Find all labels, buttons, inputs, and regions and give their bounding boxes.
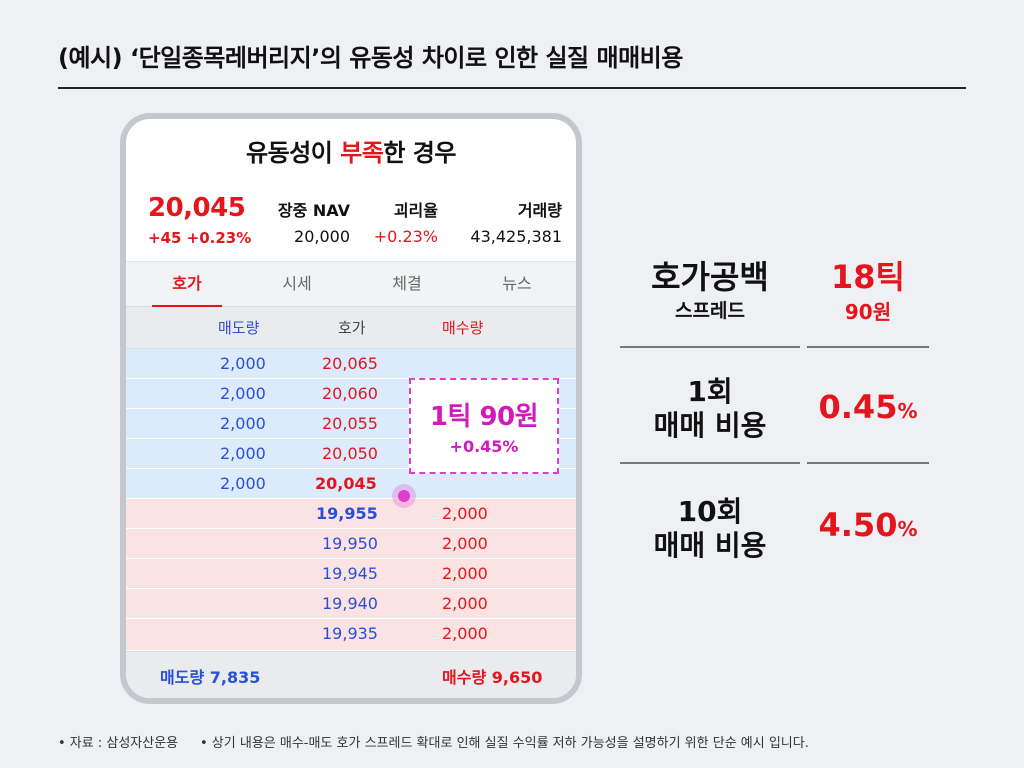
best-ask-price: 20,045	[315, 474, 377, 493]
premium-block: 괴리율 +0.23%	[362, 197, 438, 246]
ask-price: 20,065	[322, 354, 378, 373]
tab-trades[interactable]: 체결	[392, 274, 422, 293]
once-cost-number: 0.45	[818, 388, 898, 426]
ask-qty: 2,000	[220, 414, 266, 433]
price-header: 호가	[338, 319, 366, 337]
bid-row[interactable]: 19,940 2,000	[126, 589, 576, 619]
bid-price: 19,940	[322, 594, 378, 613]
tick-callout-sub: +0.45%	[449, 437, 519, 456]
pointer-dot	[398, 490, 410, 502]
spread-label: 호가공백	[651, 258, 769, 296]
divider	[807, 462, 929, 464]
volume-label: 거래량	[517, 201, 562, 220]
tick-callout: 1틱 90원 +0.45%	[409, 378, 559, 474]
ask-row[interactable]: 2,000 20,065	[126, 349, 576, 379]
once-cost-label-1: 1회	[687, 375, 733, 408]
bid-price: 19,935	[322, 624, 378, 643]
nav-label: 장중 NAV	[277, 201, 350, 220]
bid-row-best[interactable]: 19,955 2,000	[126, 499, 576, 529]
ten-cost-label-2: 매매 비용	[653, 529, 767, 562]
current-price: 20,045	[148, 193, 246, 223]
volume-block: 거래량 43,425,381	[448, 197, 562, 246]
bid-qty: 2,000	[442, 594, 488, 613]
spread-value: 18틱	[831, 258, 905, 296]
divider	[620, 346, 800, 348]
bid-row[interactable]: 19,950 2,000	[126, 529, 576, 559]
bid-price: 19,945	[322, 564, 378, 583]
ask-row-best[interactable]: 2,000 20,045	[126, 469, 576, 499]
tab-orderbook[interactable]: 호가	[132, 262, 242, 308]
buy-qty-header: 매수량	[442, 319, 484, 337]
once-cost-value: 0.45%	[806, 388, 930, 426]
divider	[807, 346, 929, 348]
spread-sublabel: 스프레드	[675, 300, 745, 322]
volume-value: 43,425,381	[470, 227, 562, 246]
premium-label: 괴리율	[393, 201, 438, 220]
ten-cost-number: 4.50	[818, 506, 898, 544]
bid-qty: 2,000	[442, 624, 488, 643]
ask-price: 20,060	[322, 384, 378, 403]
ten-cost-value: 4.50%	[806, 506, 930, 544]
heading-pre: 유동성이	[246, 139, 341, 167]
orderbook-phone-card: 유동성이 부족한 경우 20,045 +45 +0.23% 장중 NAV 20,…	[120, 113, 582, 704]
total-buy-qty: 매수량 9,650	[442, 668, 543, 687]
heading-post: 한 경우	[383, 139, 456, 167]
tab-quotes[interactable]: 시세	[282, 274, 312, 293]
ask-qty: 2,000	[220, 354, 266, 373]
sell-qty-header: 매도량	[218, 319, 260, 337]
once-cost-label-2: 매매 비용	[653, 409, 767, 442]
bid-price: 19,950	[322, 534, 378, 553]
total-sell-qty: 매도량 7,835	[160, 668, 261, 687]
source-footnote: • 자료 : 삼성자산운용	[58, 736, 179, 751]
premium-value: +0.23%	[373, 227, 438, 246]
percent-sign: %	[897, 399, 918, 423]
ask-price: 20,050	[322, 444, 378, 463]
title-divider	[58, 87, 966, 89]
bid-qty: 2,000	[442, 564, 488, 583]
bid-qty: 2,000	[442, 504, 488, 523]
ask-qty: 2,000	[220, 384, 266, 403]
ask-price: 20,055	[322, 414, 378, 433]
ask-qty: 2,000	[220, 444, 266, 463]
orderbook-footer: 매도량 7,835 매수량 9,650	[126, 651, 576, 698]
bid-row[interactable]: 19,935 2,000	[126, 619, 576, 651]
nav-value: 20,000	[294, 227, 350, 246]
tab-bar: 호가 시세 체결 뉴스	[126, 261, 576, 308]
best-bid-price: 19,955	[316, 504, 378, 523]
tick-callout-main: 1틱 90원	[429, 402, 539, 432]
divider	[620, 462, 800, 464]
heading-accent: 부족	[340, 139, 384, 167]
ask-qty: 2,000	[220, 474, 266, 493]
orderbook-header: 매도량 호가 매수량	[126, 307, 576, 349]
bid-row[interactable]: 19,945 2,000	[126, 559, 576, 589]
bid-qty: 2,000	[442, 534, 488, 553]
ten-cost-label-1: 10회	[677, 495, 743, 528]
disclaimer-footnote: • 상기 내용은 매수-매도 호가 스프레드 확대로 인해 실질 수익률 저하 …	[200, 736, 809, 751]
price-change: +45 +0.23%	[148, 229, 252, 247]
page-title: (예시) ‘단일종목레버리지’의 유동성 차이로 인한 실질 매매비용	[58, 44, 683, 72]
phone-heading: 유동성이 부족한 경우	[126, 133, 576, 168]
percent-sign: %	[897, 517, 918, 541]
spread-value-sub: 90원	[844, 300, 892, 324]
nav-block: 장중 NAV 20,000	[264, 197, 350, 246]
tab-news[interactable]: 뉴스	[502, 274, 532, 293]
